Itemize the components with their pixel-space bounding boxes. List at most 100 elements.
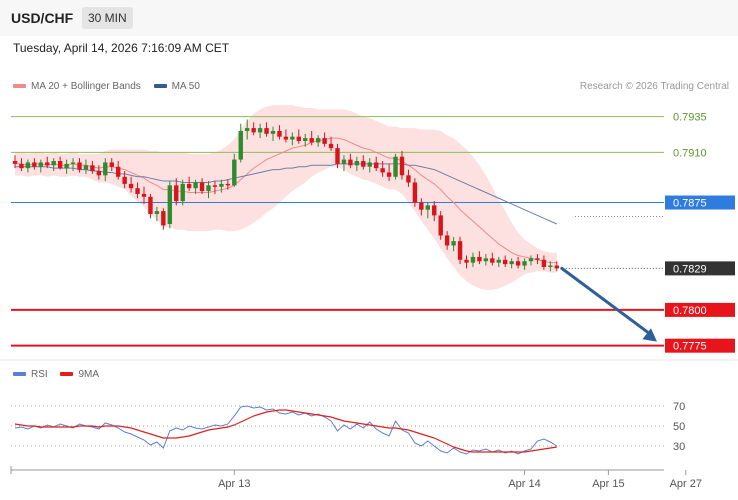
rsi-tick-50: 50 [673, 421, 685, 433]
legend-ma20: MA 20 + Bollinger Bands [13, 81, 141, 92]
candle-body [315, 138, 321, 143]
candle [25, 159, 31, 173]
candle [141, 186, 147, 204]
symbol-label: USD/CHF [11, 10, 74, 26]
candle [412, 178, 418, 207]
candle [167, 181, 172, 229]
candle-body [38, 162, 43, 167]
candle-body [464, 259, 469, 263]
candles [12, 119, 559, 272]
candle [257, 123, 263, 139]
legend-swatch-9ma [60, 372, 74, 377]
legend-rsi-label: RSI [31, 369, 48, 380]
level-0.7910-label: 0.7910 [673, 147, 707, 159]
candle-body [290, 136, 295, 140]
candle [296, 129, 301, 144]
candle-body [367, 162, 372, 167]
candle [399, 150, 405, 180]
candle-body [496, 259, 501, 263]
bollinger-band-area [15, 105, 557, 290]
rsi-tick-30: 30 [673, 441, 685, 453]
candle-body [303, 138, 308, 141]
candle [528, 255, 534, 266]
candle [341, 155, 347, 172]
candle-body [19, 163, 24, 169]
candle-body [412, 182, 418, 203]
candle-body [193, 182, 198, 189]
candle [206, 181, 211, 199]
rsi-panel: 70 50 30 [11, 401, 685, 455]
legend-ma50-label: MA 50 [171, 81, 200, 92]
candle-body [515, 261, 521, 266]
main-legend: MA 20 + Bollinger Bands MA 50 [13, 81, 200, 92]
candle-body [219, 183, 224, 187]
x-axis: Apr 13 Apr 14 Apr 15 Apr 27 [10, 466, 702, 490]
candle-body [238, 130, 243, 160]
candle [232, 153, 237, 187]
candle-body [90, 165, 95, 172]
candle [193, 179, 198, 194]
candle-body [186, 183, 192, 189]
candle [238, 123, 243, 163]
candle-body [374, 162, 379, 169]
candle-body [354, 161, 360, 166]
candle [290, 132, 295, 146]
candle-body [444, 235, 450, 246]
candle-body [232, 159, 237, 186]
candle [174, 178, 179, 206]
candle-body [70, 162, 76, 164]
candle [464, 255, 469, 269]
candle-body [264, 128, 269, 134]
candle-body [470, 256, 476, 263]
candle-body [380, 168, 385, 173]
legend-swatch-rsi [13, 372, 26, 377]
candle [161, 208, 166, 230]
candle-body [425, 205, 430, 210]
candle-body [451, 241, 456, 246]
candle-body [328, 143, 334, 149]
candle [245, 119, 250, 140]
candle-body [199, 182, 205, 192]
candle-body [386, 172, 392, 177]
candle-body [116, 166, 121, 177]
candle-body [180, 183, 185, 202]
candle-body [277, 130, 282, 137]
rsi-legend: RSI 9MA [13, 369, 99, 380]
candle [57, 156, 63, 170]
candle [219, 179, 224, 193]
candle [406, 169, 411, 187]
candle-body [393, 156, 398, 177]
candle [45, 156, 50, 169]
candle [116, 161, 121, 180]
candle [283, 129, 289, 143]
candle [277, 125, 282, 140]
candle [38, 159, 43, 173]
candle [522, 258, 527, 270]
candle [490, 252, 495, 266]
timeframe-button[interactable]: 30 MIN [82, 7, 133, 29]
candle-body [283, 136, 289, 140]
candle [309, 130, 314, 146]
candle [128, 176, 134, 193]
candle [122, 171, 127, 189]
candle [264, 122, 269, 137]
candle-body [503, 259, 508, 265]
candle [12, 155, 18, 169]
x-tick-label: Apr 27 [670, 478, 702, 490]
candle [51, 158, 56, 172]
candle [541, 255, 547, 270]
candle [548, 261, 553, 272]
candle [509, 258, 514, 269]
level-0.7875-label: 0.7875 [673, 198, 707, 210]
candle-body [477, 256, 482, 262]
candle-body [12, 161, 18, 164]
legend-9ma: 9MA [60, 369, 99, 380]
candle [199, 178, 205, 194]
candle-body [96, 171, 102, 176]
legend-ma20-label: MA 20 + Bollinger Bands [31, 81, 141, 92]
level-0.7935-label: 0.7935 [673, 112, 707, 124]
candle [554, 261, 559, 272]
candle [438, 211, 443, 240]
candle-body [122, 176, 127, 184]
